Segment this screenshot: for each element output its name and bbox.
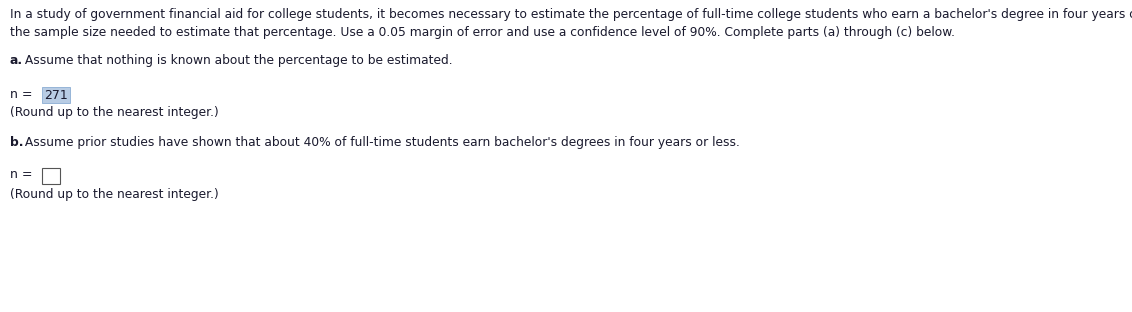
FancyBboxPatch shape: [42, 168, 60, 184]
Text: the sample size needed to estimate that percentage. Use a 0.05 margin of error a: the sample size needed to estimate that …: [10, 26, 955, 39]
FancyBboxPatch shape: [42, 87, 70, 103]
Text: Assume that nothing is known about the percentage to be estimated.: Assume that nothing is known about the p…: [22, 54, 453, 67]
Text: 271: 271: [44, 89, 68, 102]
Text: n =: n =: [10, 168, 36, 181]
Text: b.: b.: [10, 136, 24, 149]
Text: a.: a.: [10, 54, 23, 67]
Text: (Round up to the nearest integer.): (Round up to the nearest integer.): [10, 106, 218, 119]
Text: In a study of government financial aid for college students, it becomes necessar: In a study of government financial aid f…: [10, 8, 1132, 21]
Text: (Round up to the nearest integer.): (Round up to the nearest integer.): [10, 188, 218, 201]
Text: n =: n =: [10, 88, 36, 101]
Text: Assume prior studies have shown that about 40% of full-time students earn bachel: Assume prior studies have shown that abo…: [22, 136, 740, 149]
